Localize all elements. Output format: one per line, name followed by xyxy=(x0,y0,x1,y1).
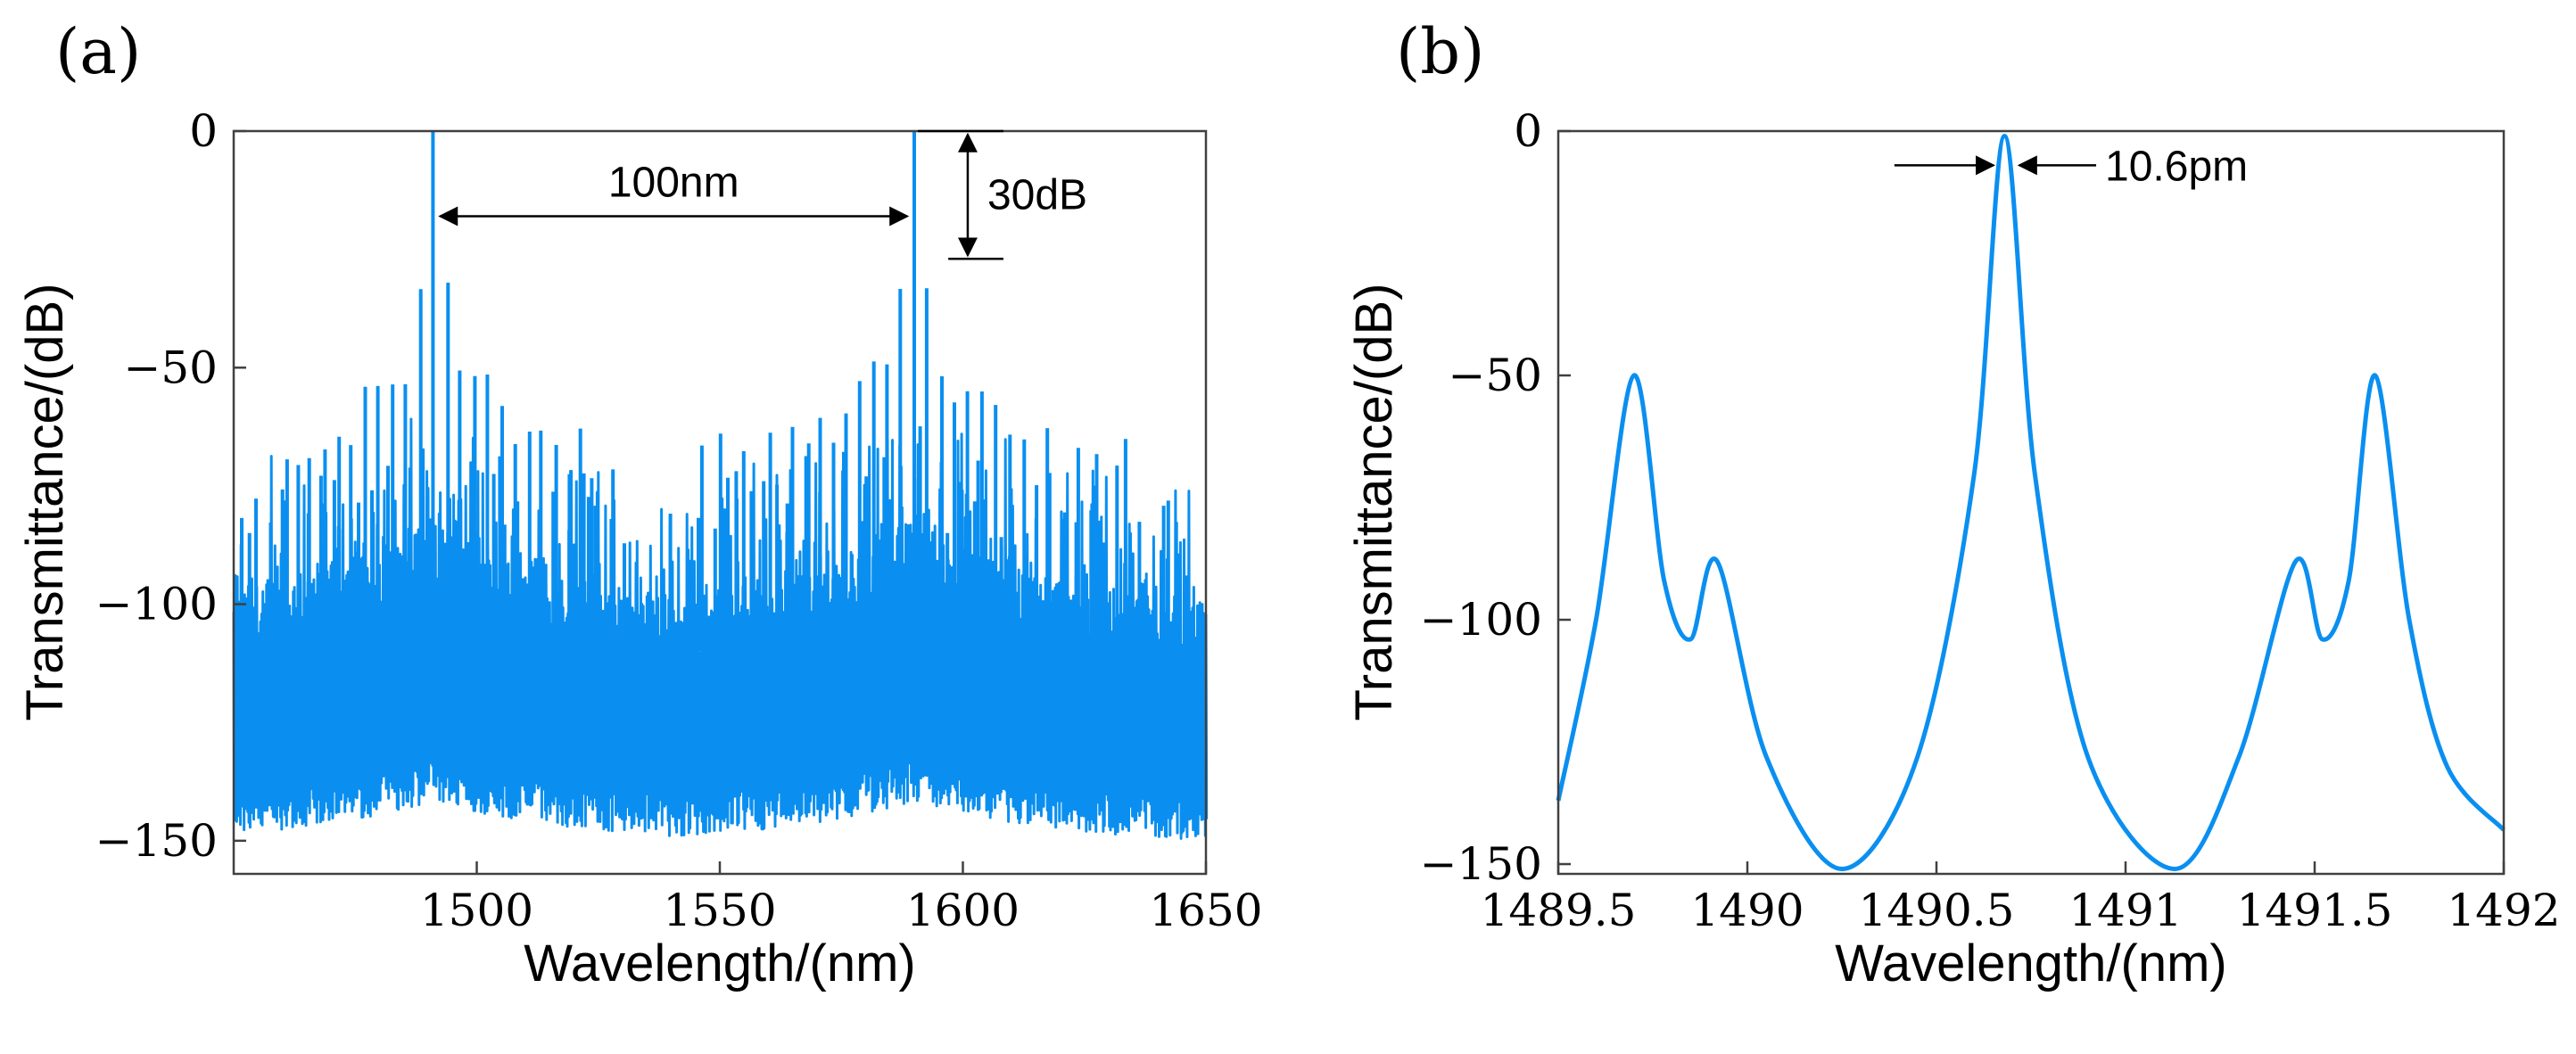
panel-a-x-tick-label: 1550 xyxy=(663,885,776,936)
panel-a-y-tick-label: 0 xyxy=(189,105,218,157)
panel-b-series-line xyxy=(1556,134,2506,871)
panel-b-x-tick-label: 1489.5 xyxy=(1481,885,1637,936)
panel-a: (a) 1500 1550 1600 1650 0 −50 −100 −150 xyxy=(16,15,1263,992)
panel-b-x-tick-label: 1490 xyxy=(1690,885,1804,936)
panel-a-y-tick-label: −100 xyxy=(95,579,218,630)
panel-a-x-tick-label: 1500 xyxy=(420,885,533,936)
panel-b-annotations: 10.6pm xyxy=(1894,143,2248,190)
panel-b-x-axis: 1489.5 1490 1490.5 1491 1491.5 1492 xyxy=(1481,861,2561,936)
panel-b-y-tick-label: −100 xyxy=(1420,594,1542,646)
panel-a-100nm-label: 100nm xyxy=(608,160,739,207)
panel-b-y-axis: 0 −50 −100 −150 xyxy=(1420,105,1571,890)
panel-b-x-tick-label: 1491.5 xyxy=(2237,885,2393,936)
panel-b-x-tick-label: 1490.5 xyxy=(1859,885,2015,936)
panel-a-x-axis-label: Wavelength/(nm) xyxy=(524,935,915,992)
panel-a-series-line xyxy=(232,417,1209,840)
panel-a-x-tick-label: 1650 xyxy=(1149,885,1262,936)
panel-a-30db-label: 30dB xyxy=(987,172,1087,219)
panel-b-y-tick-label: −150 xyxy=(1420,838,1542,890)
panel-a-y-axis-label: Transmittance/(dB) xyxy=(16,284,74,721)
panel-a-label: (a) xyxy=(55,15,141,88)
panel-a-y-tick-label: −50 xyxy=(123,342,218,393)
panel-b-y-tick-label: 0 xyxy=(1514,105,1542,157)
panel-b-y-tick-label: −50 xyxy=(1448,350,1542,401)
panel-a-x-tick-label: 1600 xyxy=(906,885,1020,936)
panel-b-x-tick-label: 1492 xyxy=(2447,885,2560,936)
panel-b-x-tick-label: 1491 xyxy=(2068,885,2182,936)
panel-b-x-axis-label: Wavelength/(nm) xyxy=(1835,935,2226,992)
panel-b-axes xyxy=(1556,129,2506,876)
panel-a-series xyxy=(232,131,1209,840)
panel-b-fwhm-label: 10.6pm xyxy=(2105,143,2248,190)
panel-a-y-axis: 0 −50 −100 −150 xyxy=(95,105,246,867)
panel-a-x-axis: 1500 1550 1600 1650 xyxy=(420,861,1263,936)
panel-b-y-axis-label: Transmittance/(dB) xyxy=(1345,284,1403,721)
panel-b-label: (b) xyxy=(1396,15,1484,88)
panel-a-annotations: 100nm 30dB xyxy=(438,129,1087,260)
panel-a-peak-lines xyxy=(240,131,1178,677)
panel-b: (b) 1489.5 1490 1490.5 1491 1491.5 1492 … xyxy=(1345,15,2561,992)
panel-a-y-tick-label: −150 xyxy=(95,815,218,867)
